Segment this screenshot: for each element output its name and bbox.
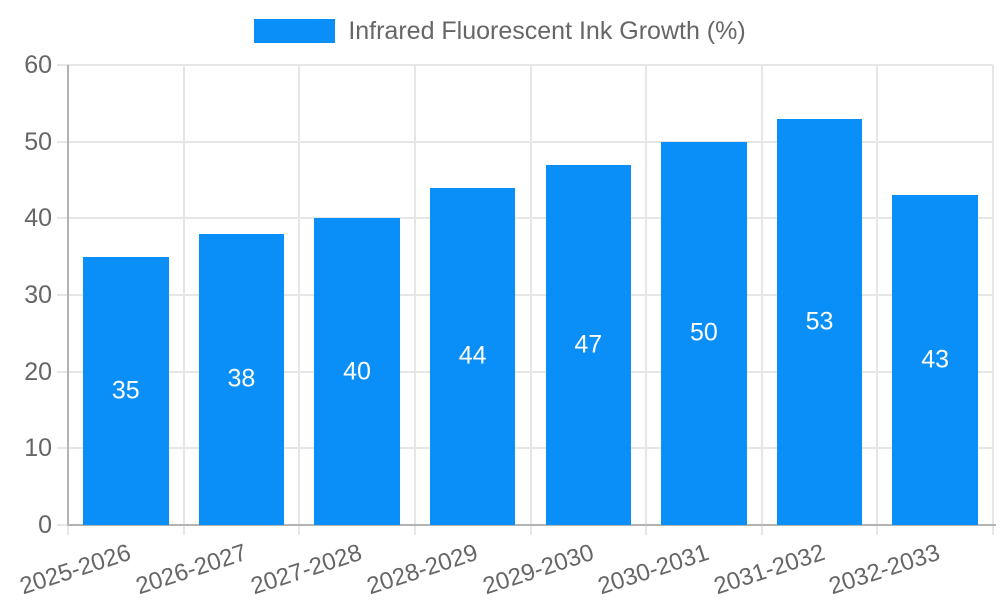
y-tick-mark xyxy=(57,370,68,373)
x-tick-mark xyxy=(182,525,185,535)
x-tick-label: 2030-2031 xyxy=(594,539,713,600)
bar[interactable]: 47 xyxy=(545,164,632,525)
bar[interactable]: 40 xyxy=(314,218,400,525)
y-tick-label: 60 xyxy=(24,51,52,79)
y-tick-label: 50 xyxy=(24,127,52,156)
y-tick-mark xyxy=(57,64,68,66)
x-tick-label: 2031-2032 xyxy=(710,539,828,600)
y-tick-label: 0 xyxy=(38,511,52,539)
y-tick-mark xyxy=(57,447,68,450)
x-axis: 2025-2026 2026-2027 2027-2028 2028-2029 2029… xyxy=(0,539,1000,600)
x-tick-label: 2026-2027 xyxy=(132,539,250,600)
gridline-vertical xyxy=(298,65,301,525)
x-tick-mark xyxy=(992,525,994,535)
y-tick-mark xyxy=(57,524,68,526)
y-tick-label: 30 xyxy=(24,281,52,309)
x-tick-mark xyxy=(67,525,69,535)
bar-value-label: 47 xyxy=(574,330,603,359)
x-tick-mark xyxy=(529,525,532,535)
gridline-vertical xyxy=(760,65,763,525)
y-tick-mark xyxy=(57,294,68,296)
x-tick-mark xyxy=(876,525,879,535)
bar[interactable]: 35 xyxy=(83,256,169,525)
x-tick-mark xyxy=(298,525,301,535)
y-tick-mark xyxy=(57,217,68,220)
y-tick-label: 20 xyxy=(24,357,52,386)
legend[interactable]: Infrared Fluorescent Ink Growth (%) xyxy=(0,17,1000,45)
bar[interactable]: 43 xyxy=(892,195,978,525)
gridline-vertical xyxy=(645,65,648,525)
gridline-vertical xyxy=(182,65,185,525)
bar-value-label: 53 xyxy=(805,307,834,336)
y-axis-line xyxy=(67,65,69,525)
gridline-vertical xyxy=(876,65,879,525)
y-tick-label: 40 xyxy=(24,204,52,233)
y-tick-mark xyxy=(57,140,68,143)
x-tick-mark xyxy=(413,525,416,535)
bar-value-label: 44 xyxy=(458,341,487,370)
bar[interactable]: 38 xyxy=(198,233,285,525)
x-tick-mark xyxy=(760,525,763,535)
plot-area: 35 38 40 44 47 50 53 43 xyxy=(57,64,996,535)
legend-label: Infrared Fluorescent Ink Growth (%) xyxy=(348,17,746,45)
x-tick-label: 2029-2030 xyxy=(479,539,597,600)
bar-value-label: 50 xyxy=(690,318,718,347)
bar-value-label: 40 xyxy=(343,357,371,386)
bar[interactable]: 50 xyxy=(661,141,747,525)
bar-value-label: 43 xyxy=(921,345,950,374)
x-tick-mark xyxy=(645,525,648,535)
x-axis-line xyxy=(67,524,996,526)
x-tick-label: 2032-2033 xyxy=(826,539,944,600)
bar-value-label: 38 xyxy=(227,364,256,393)
x-tick-label: 2025-2026 xyxy=(16,539,135,600)
x-tick-label: 2028-2029 xyxy=(363,539,482,600)
bar-value-label: 35 xyxy=(111,376,140,405)
gridline-vertical xyxy=(992,65,994,525)
gridline-vertical xyxy=(529,65,532,525)
x-tick-label: 2027-2028 xyxy=(247,539,366,600)
y-axis: 0 10 20 30 40 50 60 xyxy=(0,51,52,539)
bar[interactable]: 44 xyxy=(429,187,516,525)
y-tick-label: 10 xyxy=(24,434,52,463)
bar[interactable]: 53 xyxy=(776,118,863,525)
gridline-vertical xyxy=(413,65,416,525)
legend-swatch xyxy=(254,19,336,43)
